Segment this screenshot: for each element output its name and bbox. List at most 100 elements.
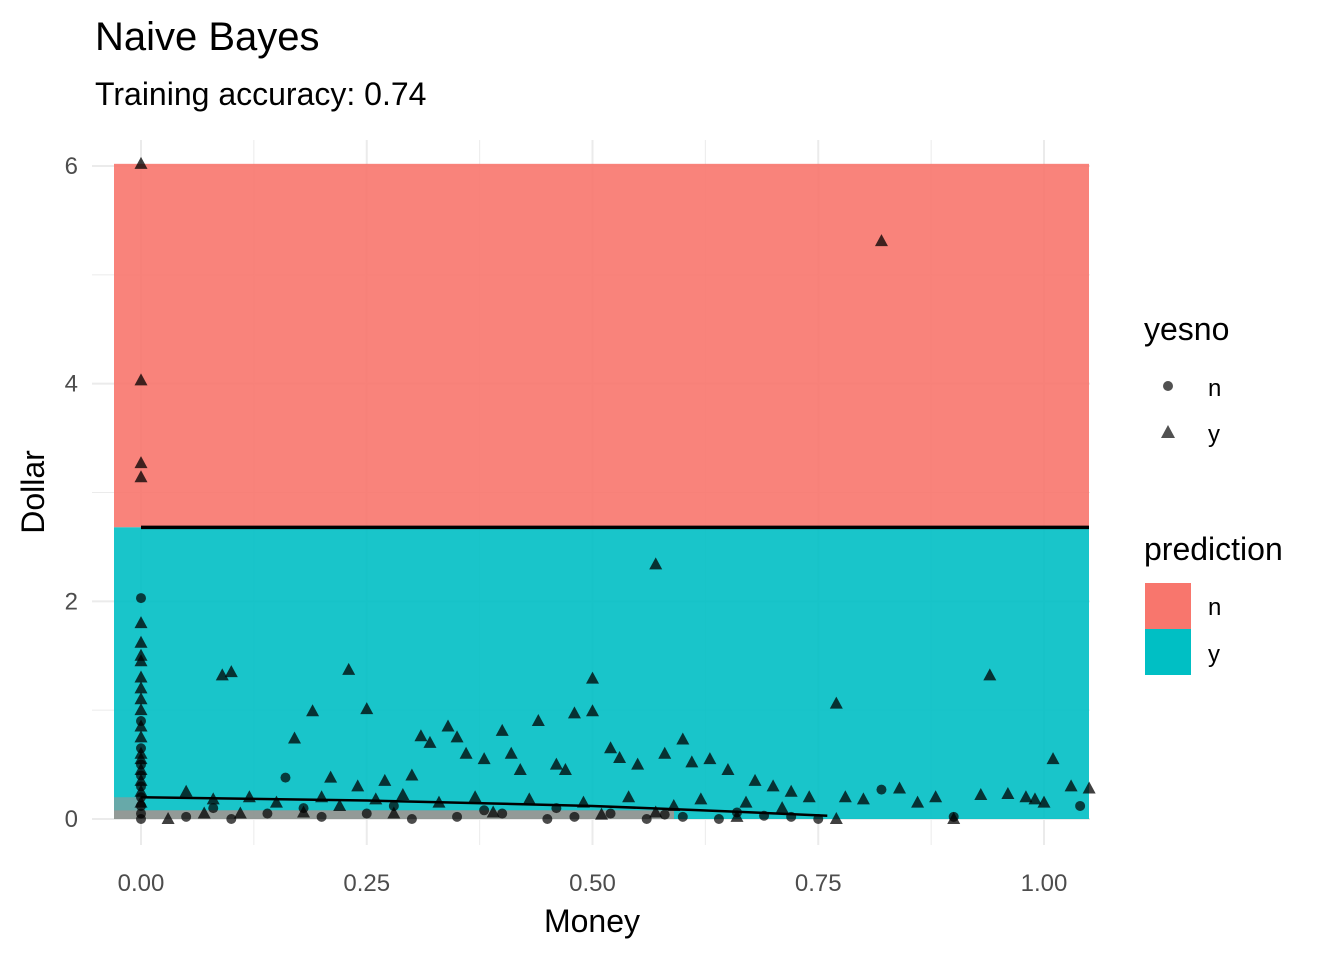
point-y (378, 773, 392, 786)
point-y (748, 773, 762, 786)
point-y (134, 795, 148, 808)
point-y (215, 668, 229, 681)
point-y (694, 792, 708, 805)
point-y (134, 616, 148, 629)
legend-swatch-y (1145, 629, 1191, 675)
x-tick-label: 1.00 (1021, 870, 1068, 897)
x-axis-ticks: 0.00 0.25 0.50 0.75 1.00 (118, 870, 1068, 897)
point-y (134, 470, 148, 483)
point-y (134, 752, 148, 765)
point-y (649, 557, 663, 570)
point-n (1075, 800, 1086, 811)
point-y (134, 156, 148, 169)
point-y (1082, 781, 1096, 794)
point-y (504, 746, 518, 759)
point-n (452, 811, 463, 822)
point-n (497, 808, 508, 819)
point-y (233, 806, 247, 819)
point-y (766, 779, 780, 792)
point-y (730, 809, 744, 822)
point-y (947, 812, 961, 824)
point-y (134, 654, 148, 667)
prediction-regions (114, 163, 1089, 819)
point-y (134, 719, 148, 732)
point-y (468, 790, 482, 803)
point-n (280, 772, 291, 783)
point-y (134, 703, 148, 716)
point-y (703, 752, 717, 765)
point-y (522, 792, 536, 805)
point-y (829, 696, 843, 709)
point-n (136, 593, 146, 604)
point-y (161, 812, 175, 824)
point-y (333, 798, 347, 811)
legend-prediction-label-n: n (1208, 594, 1221, 621)
smooth-curve-line (140, 795, 828, 817)
data-points (134, 156, 1096, 824)
point-y (134, 456, 148, 469)
point-y (929, 790, 943, 803)
point-y (423, 735, 437, 748)
point-y (685, 755, 699, 768)
x-axis-title: Money (544, 903, 640, 939)
legend-prediction: prediction n y (1144, 531, 1283, 675)
point-y (658, 746, 672, 759)
point-y (595, 807, 609, 820)
point-y (676, 732, 690, 745)
point-y (459, 746, 473, 759)
y-axis-ticks: 0 2 4 6 (65, 153, 78, 833)
point-y (477, 752, 491, 765)
point-n (136, 814, 146, 824)
legend-yesno-label-n: n (1208, 375, 1221, 402)
point-y (197, 806, 211, 819)
prediction-region-y (114, 527, 1089, 819)
point-y (838, 790, 852, 803)
point-n (208, 803, 219, 814)
point-y (405, 768, 419, 781)
point-y (134, 730, 148, 743)
point-n (388, 800, 399, 811)
point-y (134, 692, 148, 705)
x-tick-label: 0.00 (118, 870, 165, 897)
chart-title: Naive Bayes (95, 15, 320, 59)
point-y (829, 812, 843, 824)
point-n (605, 808, 616, 819)
point-y (342, 662, 356, 675)
point-y (324, 770, 338, 783)
prediction-region-n (114, 163, 1089, 528)
point-y (1037, 795, 1051, 808)
point-y (134, 773, 148, 786)
point-y (983, 668, 997, 681)
point-y (224, 665, 238, 678)
point-y (784, 784, 798, 797)
point-y (134, 681, 148, 694)
point-n (569, 811, 580, 822)
point-y (549, 757, 563, 770)
point-y (134, 784, 148, 797)
legend-prediction-label-y: y (1208, 641, 1220, 668)
legend-triangle-icon (1161, 425, 1175, 438)
point-y (622, 790, 636, 803)
point-y (802, 790, 816, 803)
point-y (288, 731, 302, 744)
point-n (262, 808, 273, 819)
point-y (351, 779, 365, 792)
legend-yesno-title: yesno (1144, 311, 1229, 347)
point-n (316, 811, 327, 822)
point-y (775, 801, 789, 814)
point-y (586, 671, 599, 684)
point-y (531, 714, 545, 727)
point-y (134, 763, 148, 776)
legend-circle-icon (1163, 381, 1173, 391)
point-y (134, 635, 148, 648)
legend-prediction-title: prediction (1144, 531, 1283, 567)
point-y (134, 373, 148, 386)
x-tick-label: 0.75 (795, 870, 842, 897)
x-tick-label: 0.50 (569, 870, 616, 897)
point-y (495, 723, 509, 736)
chart-subtitle: Training accuracy: 0.74 (95, 76, 426, 112)
point-y (1064, 779, 1078, 792)
point-n (542, 814, 553, 824)
point-n (641, 814, 652, 824)
point-y (387, 806, 401, 819)
